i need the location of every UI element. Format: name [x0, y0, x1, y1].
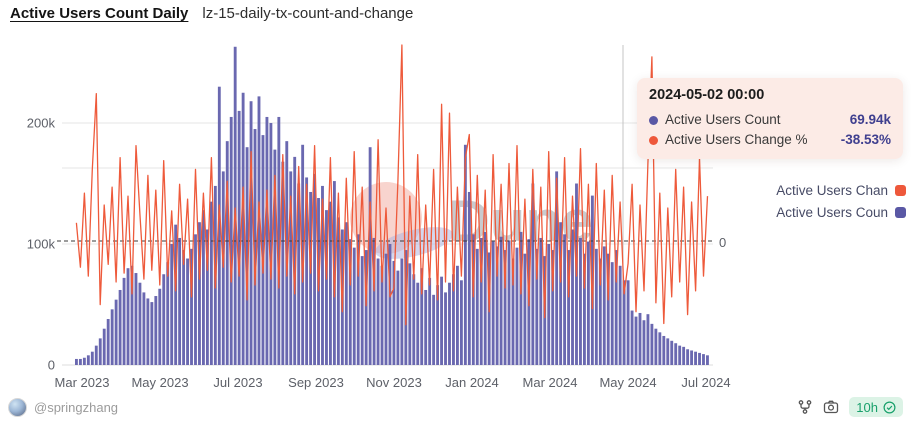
- badge-age-label: 10h: [856, 399, 878, 415]
- svg-text:Sep 2023: Sep 2023: [288, 375, 344, 390]
- svg-text:100k: 100k: [27, 237, 56, 252]
- svg-text:Jul 2023: Jul 2023: [213, 375, 262, 390]
- data-freshness-badge[interactable]: 10h: [849, 397, 903, 417]
- legend-item-count[interactable]: Active Users Coun: [776, 205, 906, 220]
- legend-label: Active Users Coun: [776, 205, 888, 220]
- svg-text:0: 0: [48, 358, 55, 373]
- tooltip-label: Active Users Change %: [665, 132, 808, 147]
- tooltip-value: -38.53%: [840, 132, 891, 147]
- page-title[interactable]: Active Users Count Daily: [10, 5, 189, 22]
- tooltip-label: Active Users Count: [665, 112, 781, 127]
- chart-tooltip: 2024-05-02 00:00 Active Users Count 69.9…: [637, 78, 903, 159]
- chart-legend: Active Users Chan Active Users Coun: [776, 183, 906, 220]
- svg-text:200k: 200k: [27, 116, 56, 131]
- header: Active Users Count Daily lz-15-daily-tx-…: [10, 5, 413, 22]
- query-subtitle: lz-15-daily-tx-count-and-change: [202, 5, 414, 22]
- tooltip-row-change: Active Users Change % -38.53%: [649, 130, 891, 150]
- fork-icon[interactable]: [797, 399, 813, 415]
- camera-icon[interactable]: [823, 399, 839, 415]
- svg-text:May 2024: May 2024: [599, 375, 656, 390]
- count-series-dot-icon: [649, 115, 658, 125]
- tooltip-date: 2024-05-02 00:00: [649, 87, 765, 103]
- author-handle[interactable]: @springzhang: [34, 399, 119, 415]
- change-series-dot-icon: [649, 135, 658, 145]
- check-circle-icon: [883, 401, 896, 413]
- svg-text:May 2023: May 2023: [131, 375, 188, 390]
- tooltip-value: 69.94k: [849, 112, 891, 127]
- count-series-marker-icon: [895, 207, 906, 218]
- svg-text:Jul 2024: Jul 2024: [681, 375, 730, 390]
- svg-text:Mar 2024: Mar 2024: [523, 375, 578, 390]
- change-series-marker-icon: [895, 185, 906, 196]
- footer-actions: 10h: [797, 397, 903, 417]
- svg-text:Jan 2024: Jan 2024: [445, 375, 499, 390]
- avatar[interactable]: [8, 397, 27, 417]
- svg-text:Mar 2023: Mar 2023: [55, 375, 110, 390]
- legend-item-change[interactable]: Active Users Chan: [776, 183, 906, 198]
- tooltip-row-count: Active Users Count 69.94k: [649, 110, 891, 130]
- footer-bar: @springzhang 10h: [0, 392, 911, 422]
- svg-text:0: 0: [719, 235, 726, 250]
- legend-label: Active Users Chan: [776, 183, 888, 198]
- svg-text:Nov 2023: Nov 2023: [366, 375, 422, 390]
